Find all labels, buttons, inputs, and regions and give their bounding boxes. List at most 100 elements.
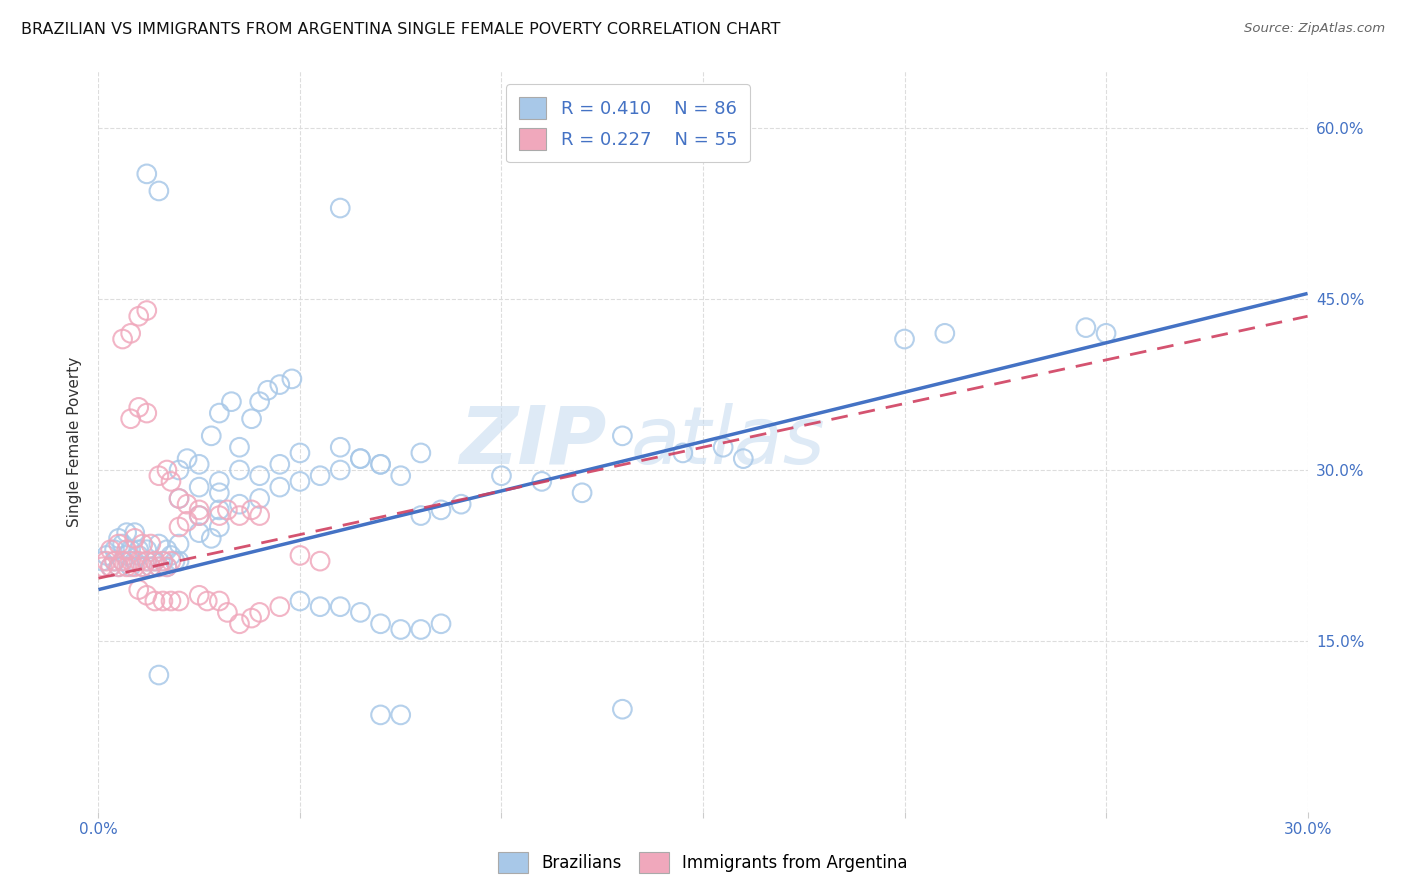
Point [91, 554, 114, 568]
Point [409, 623, 432, 637]
Point [176, 497, 198, 511]
Point [240, 411, 263, 425]
Point [269, 599, 291, 614]
Point [115, 559, 138, 574]
Point [160, 549, 183, 563]
Point [100, 559, 122, 574]
Point [115, 542, 138, 557]
Point [96, 554, 118, 568]
Point [430, 503, 453, 517]
Point [430, 616, 453, 631]
Point [120, 411, 142, 425]
Point [115, 525, 138, 540]
Point [208, 406, 231, 420]
Point [124, 554, 146, 568]
Point [107, 559, 129, 574]
Point [152, 554, 174, 568]
Point [135, 303, 157, 318]
Point [103, 542, 125, 557]
Point [269, 377, 291, 392]
Point [349, 451, 371, 466]
Point [128, 554, 150, 568]
Text: ZIP: ZIP [458, 402, 606, 481]
Point [139, 537, 162, 551]
Point [120, 559, 142, 574]
Point [288, 549, 311, 563]
Point [91, 559, 114, 574]
Point [143, 554, 166, 568]
Point [148, 184, 170, 198]
Point [135, 554, 157, 568]
Point [309, 468, 332, 483]
Point [148, 668, 170, 682]
Point [612, 702, 634, 716]
Text: BRAZILIAN VS IMMIGRANTS FROM ARGENTINA SINGLE FEMALE POVERTY CORRELATION CHART: BRAZILIAN VS IMMIGRANTS FROM ARGENTINA S… [21, 22, 780, 37]
Point [370, 458, 392, 472]
Point [128, 310, 150, 324]
Point [893, 332, 915, 346]
Point [733, 451, 755, 466]
Point [309, 554, 332, 568]
Point [208, 475, 231, 489]
Point [711, 440, 734, 454]
Point [389, 623, 412, 637]
Point [156, 559, 179, 574]
Point [208, 520, 231, 534]
Point [409, 508, 432, 523]
Point [249, 394, 271, 409]
Point [124, 525, 146, 540]
Point [208, 508, 231, 523]
Point [188, 588, 211, 602]
Point [228, 463, 250, 477]
Text: Source: ZipAtlas.com: Source: ZipAtlas.com [1244, 22, 1385, 36]
Point [370, 458, 392, 472]
Point [228, 497, 250, 511]
Point [176, 451, 198, 466]
Point [329, 201, 352, 215]
Point [124, 559, 146, 574]
Point [132, 559, 155, 574]
Point [288, 446, 311, 460]
Point [167, 520, 190, 534]
Point [240, 503, 263, 517]
Y-axis label: Single Female Poverty: Single Female Poverty [67, 357, 83, 526]
Point [120, 326, 142, 341]
Point [100, 559, 122, 574]
Point [160, 554, 183, 568]
Point [409, 446, 432, 460]
Point [111, 537, 134, 551]
Point [128, 582, 150, 597]
Point [188, 508, 211, 523]
Point [349, 606, 371, 620]
Point [152, 554, 174, 568]
Point [135, 554, 157, 568]
Point [128, 401, 150, 415]
Point [188, 525, 211, 540]
Point [269, 480, 291, 494]
Point [309, 599, 332, 614]
Point [200, 532, 222, 546]
Point [195, 594, 218, 608]
Point [349, 451, 371, 466]
Point [132, 537, 155, 551]
Point [450, 497, 472, 511]
Point [1074, 320, 1097, 334]
Point [612, 429, 634, 443]
Point [389, 707, 412, 722]
Point [228, 508, 250, 523]
Point [148, 468, 170, 483]
Point [132, 559, 155, 574]
Point [148, 537, 170, 551]
Point [115, 549, 138, 563]
Point [221, 394, 243, 409]
Legend: R = 0.410    N = 86, R = 0.227    N = 55: R = 0.410 N = 86, R = 0.227 N = 55 [506, 84, 749, 162]
Point [160, 594, 183, 608]
Point [288, 594, 311, 608]
Point [152, 594, 174, 608]
Point [135, 542, 157, 557]
Point [530, 475, 553, 489]
Point [167, 491, 190, 506]
Point [111, 554, 134, 568]
Point [208, 485, 231, 500]
Point [167, 491, 190, 506]
